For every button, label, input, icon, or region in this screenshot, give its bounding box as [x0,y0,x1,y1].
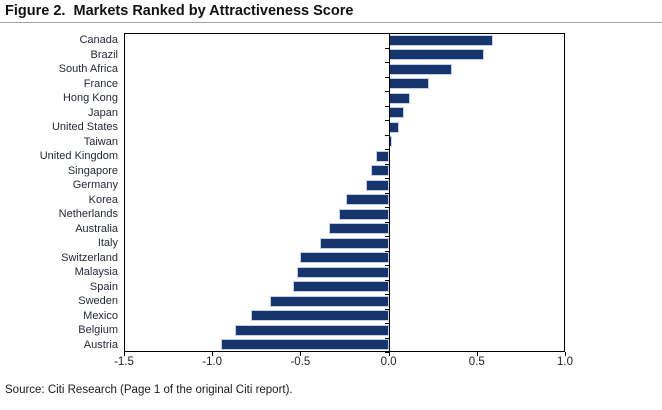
x-axis-tick [389,352,390,356]
bar [270,295,389,307]
category-label: Italy [97,237,118,249]
x-axis-tick [124,352,125,356]
category-label: United States [51,121,118,133]
bar [251,310,389,322]
bar [293,281,389,293]
bar [235,324,389,336]
bar [388,63,453,75]
category-label: Singapore [67,164,118,177]
category-label: Canada [79,34,118,46]
category-label: Hong Kong [62,92,118,104]
bar [388,78,430,90]
category-tick [385,250,389,252]
category-label: Switzerland [61,251,118,264]
category-label: Belgium [78,324,118,336]
category-label: Malaysia [74,266,118,278]
category-tick [385,120,389,121]
category-tick [385,236,389,237]
category-label: South Africa [58,63,118,75]
category-tick [385,279,389,281]
category-tick [385,221,389,223]
category-tick [385,337,389,339]
category-label: Mexico [83,309,118,322]
category-label: Japan [88,106,118,119]
category-label: United Kingdom [39,150,118,162]
x-tick-label: 0.0 [380,356,397,368]
category-label: Germany [72,179,118,191]
category-tick [385,323,389,324]
category-tick [385,149,389,150]
category-tick [385,207,389,208]
category-label: Sweden [78,295,118,307]
bar [296,266,389,278]
x-tick-label: 1.0 [557,356,573,368]
bar [388,49,484,61]
x-tick-label: -1.0 [202,356,223,368]
bar [346,194,389,206]
category-label: Korea [88,193,118,206]
x-tick-label: -0.5 [290,356,311,368]
bar [319,237,389,249]
bar [376,150,389,162]
x-tick-label: 0.5 [468,356,485,368]
category-tick [385,352,389,353]
category-tick [385,134,389,136]
title-divider [0,22,662,23]
category-tick [385,178,389,179]
category-label: Austria [83,338,118,351]
x-axis-tick [300,352,301,356]
category-tick [385,294,389,295]
bar [328,223,389,235]
category-label: Netherlands [58,208,118,220]
x-tick-label: -1.5 [114,356,134,368]
bar [221,339,389,351]
category-tick [385,76,389,78]
category-tick [385,91,389,92]
category-tick [385,62,389,63]
category-label: Australia [75,222,118,235]
source-note: Source: Citi Research (Page 1 of the ori… [5,384,293,396]
category-tick [385,308,389,310]
category-label: France [83,77,118,90]
category-tick [385,105,389,107]
category-tick [385,47,389,49]
bar [339,208,389,220]
category-tick [385,33,389,34]
bar [371,165,389,177]
category-label: Brazil [90,48,118,61]
x-axis-tick [565,352,566,356]
bar [388,92,410,104]
zero-axis-line [389,33,390,352]
bar [300,252,389,264]
bar [365,179,389,191]
x-axis-tick [212,352,213,356]
bar [388,107,405,119]
category-label: Taiwan [83,135,118,148]
bar [388,34,493,46]
category-label: Spain [89,280,118,293]
x-axis-tick [477,352,478,356]
category-tick [385,265,389,266]
category-tick [385,163,389,165]
figure-title: Figure 2. Markets Ranked by Attractivene… [5,3,354,19]
bar [388,121,400,133]
category-tick [385,192,389,194]
